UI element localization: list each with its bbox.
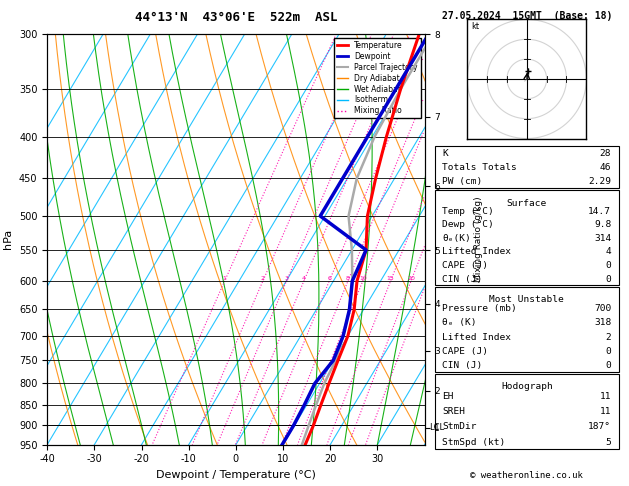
Text: 318: 318 xyxy=(594,318,611,327)
Text: 9.8: 9.8 xyxy=(594,220,611,229)
Text: LCL: LCL xyxy=(429,423,444,432)
Text: 2: 2 xyxy=(606,332,611,342)
Text: © weatheronline.co.uk: © weatheronline.co.uk xyxy=(470,471,583,480)
Bar xyxy=(435,190,619,285)
Text: 8: 8 xyxy=(346,276,350,281)
Text: Lifted Index: Lifted Index xyxy=(442,247,511,257)
Text: 15: 15 xyxy=(387,276,394,281)
Text: 700: 700 xyxy=(594,304,611,313)
Text: CAPE (J): CAPE (J) xyxy=(442,347,488,356)
Text: Pressure (mb): Pressure (mb) xyxy=(442,304,517,313)
Text: 0: 0 xyxy=(606,275,611,283)
Text: Temp (°C): Temp (°C) xyxy=(442,207,494,216)
Text: 20: 20 xyxy=(407,276,415,281)
Text: CIN (J): CIN (J) xyxy=(442,275,482,283)
Bar xyxy=(435,374,619,449)
Text: θₑ(K): θₑ(K) xyxy=(442,234,471,243)
Legend: Temperature, Dewpoint, Parcel Trajectory, Dry Adiabat, Wet Adiabat, Isotherm, Mi: Temperature, Dewpoint, Parcel Trajectory… xyxy=(333,38,421,119)
Text: Surface: Surface xyxy=(507,199,547,208)
Text: 14.7: 14.7 xyxy=(588,207,611,216)
Text: θₑ (K): θₑ (K) xyxy=(442,318,477,327)
Text: 2: 2 xyxy=(261,276,265,281)
Text: 4: 4 xyxy=(606,247,611,257)
Text: 0: 0 xyxy=(606,261,611,270)
Text: Totals Totals: Totals Totals xyxy=(442,163,517,172)
Bar xyxy=(435,287,619,372)
Text: 46: 46 xyxy=(599,163,611,172)
Text: 11: 11 xyxy=(599,407,611,416)
Text: K: K xyxy=(442,149,448,158)
Text: 28: 28 xyxy=(599,149,611,158)
Bar xyxy=(435,146,619,188)
Text: kt: kt xyxy=(471,22,479,32)
Text: 187°: 187° xyxy=(588,422,611,432)
Text: 3: 3 xyxy=(284,276,289,281)
Text: SREH: SREH xyxy=(442,407,465,416)
Text: 5: 5 xyxy=(606,438,611,447)
X-axis label: Dewpoint / Temperature (°C): Dewpoint / Temperature (°C) xyxy=(156,470,316,480)
Text: Hodograph: Hodograph xyxy=(501,382,553,392)
Text: CAPE (J): CAPE (J) xyxy=(442,261,488,270)
Text: 4: 4 xyxy=(302,276,306,281)
Text: CIN (J): CIN (J) xyxy=(442,361,482,370)
Text: Lifted Index: Lifted Index xyxy=(442,332,511,342)
Y-axis label: hPa: hPa xyxy=(3,229,13,249)
Text: 314: 314 xyxy=(594,234,611,243)
Text: StmDir: StmDir xyxy=(442,422,477,432)
Text: 2.29: 2.29 xyxy=(588,177,611,186)
Text: 0: 0 xyxy=(606,361,611,370)
Text: 1: 1 xyxy=(223,276,226,281)
Text: StmSpd (kt): StmSpd (kt) xyxy=(442,438,506,447)
Text: EH: EH xyxy=(442,392,454,400)
Text: 11: 11 xyxy=(599,392,611,400)
Text: 27.05.2024  15GMT  (Base: 18): 27.05.2024 15GMT (Base: 18) xyxy=(442,11,612,21)
Text: 44°13'N  43°06'E  522m  ASL: 44°13'N 43°06'E 522m ASL xyxy=(135,11,337,24)
Text: PW (cm): PW (cm) xyxy=(442,177,482,186)
Text: Most Unstable: Most Unstable xyxy=(489,295,564,305)
Text: 10: 10 xyxy=(359,276,367,281)
Text: 0: 0 xyxy=(606,347,611,356)
Text: Mixing Ratio (g/kg): Mixing Ratio (g/kg) xyxy=(474,196,482,282)
Text: 6: 6 xyxy=(327,276,331,281)
Text: Dewp (°C): Dewp (°C) xyxy=(442,220,494,229)
